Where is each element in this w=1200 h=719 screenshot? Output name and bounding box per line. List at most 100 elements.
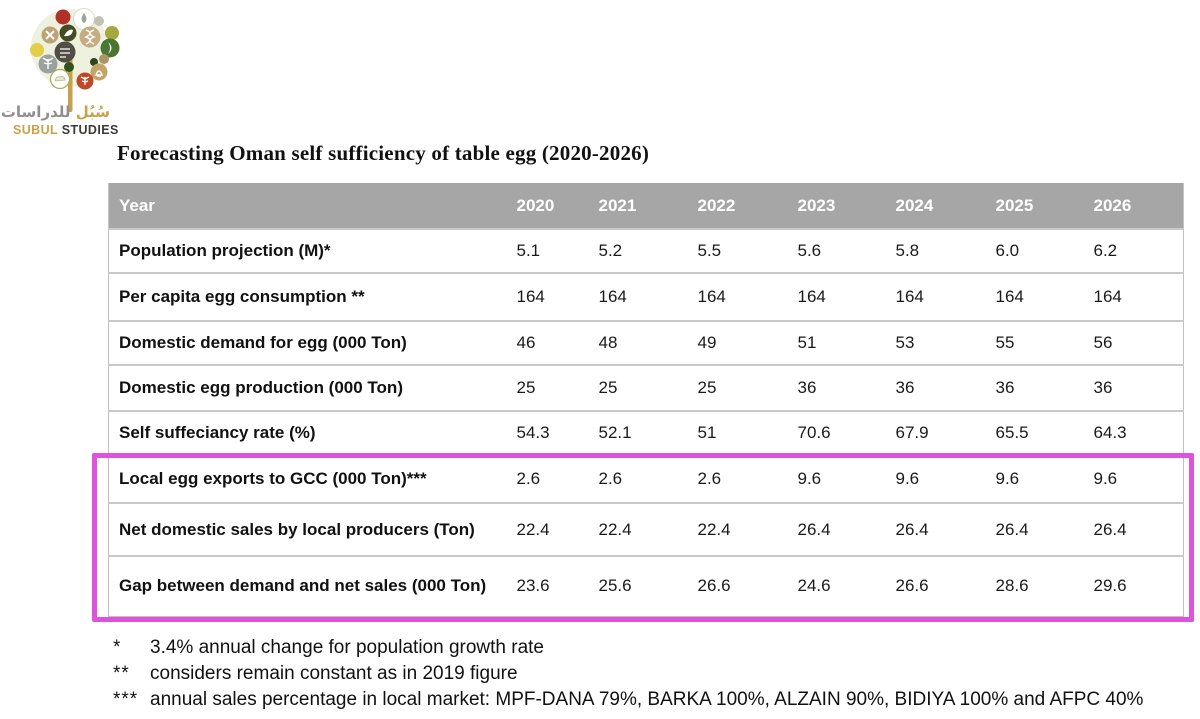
value-cell: 26.4	[1093, 502, 1184, 556]
logo-text-subul: SUBUL	[13, 123, 58, 137]
logo-text-studies: STUDIES	[61, 123, 119, 137]
page-title: Forecasting Oman self sufficiency of tab…	[117, 141, 650, 165]
value-cell: 48	[598, 320, 698, 365]
subul-studies-logo: سُبُل للدراسات SUBUL STUDIES	[1, 2, 128, 140]
footnote: ** considers remain constant as in 2019 f…	[113, 661, 1143, 687]
logo-arabic-studies: للدراسات	[0, 103, 71, 121]
value-cell: 9.6	[1093, 454, 1184, 503]
footnote-text: annual sales percentage in local market:…	[150, 689, 1144, 710]
footnote-text: 3.4% annual change for population growth…	[150, 637, 544, 658]
value-cell: 70.6	[797, 410, 896, 455]
table-row: Population projection (M)* 5.1 5.2 5.5 5.6 5.…	[108, 228, 1184, 273]
value-cell: 67.9	[895, 410, 996, 455]
value-cell: 53	[895, 320, 996, 365]
value-cell: 25	[516, 364, 599, 411]
value-cell: 36	[797, 364, 896, 411]
logo-tree-icon	[30, 8, 120, 112]
value-cell: 36	[895, 364, 996, 411]
value-cell: 164	[1093, 272, 1184, 321]
value-cell: 5.2	[598, 228, 698, 273]
value-cell: 28.6	[995, 555, 1094, 616]
value-cell: 6.2	[1093, 228, 1184, 273]
row-label: Local egg exports to GCC (000 Ton)***	[108, 454, 517, 503]
value-cell: 164	[797, 272, 896, 321]
value-cell: 46	[516, 320, 599, 365]
value-cell: 5.1	[516, 228, 599, 273]
row-label: Domestic egg production (000 Ton)	[108, 364, 517, 411]
forecast-table: Year 2020 2021 2022 2023 2024 2025 2026 Populat…	[108, 183, 1184, 617]
value-cell: 9.6	[895, 454, 996, 503]
row-label: Population projection (M)*	[108, 228, 517, 273]
row-label: Self suffeciancy rate (%)	[108, 410, 517, 455]
value-cell: 26.4	[797, 502, 896, 556]
value-cell: 164	[598, 272, 698, 321]
year-column-2025: 2025	[995, 183, 1094, 229]
value-cell: 6.0	[995, 228, 1094, 273]
value-cell: 24.6	[797, 555, 896, 616]
row-label: Domestic demand for egg (000 Ton)	[108, 320, 517, 365]
table-row: Local egg exports to GCC (000 Ton)*** 2.6…	[108, 454, 1184, 503]
value-cell: 52.1	[598, 410, 698, 455]
row-label: Gap between demand and net sales (000 To…	[108, 555, 517, 616]
value-cell: 164	[895, 272, 996, 321]
year-header-cell: Year	[108, 183, 517, 229]
year-column-2023: 2023	[797, 183, 896, 229]
value-cell: 5.5	[697, 228, 798, 273]
year-column-2020: 2020	[516, 183, 599, 229]
row-label: Per capita egg consumption **	[108, 272, 517, 321]
table-row: Per capita egg consumption ** 164 164 164 16…	[108, 272, 1184, 321]
table-row: Domestic demand for egg (000 Ton) 46 48 49 5…	[108, 320, 1184, 365]
value-cell: 2.6	[598, 454, 698, 503]
value-cell: 22.4	[697, 502, 798, 556]
year-column-2026: 2026	[1093, 183, 1184, 229]
value-cell: 2.6	[516, 454, 599, 503]
value-cell: 5.6	[797, 228, 896, 273]
value-cell: 54.3	[516, 410, 599, 455]
value-cell: 36	[1093, 364, 1184, 411]
value-cell: 65.5	[995, 410, 1094, 455]
value-cell: 5.8	[895, 228, 996, 273]
year-column-2024: 2024	[895, 183, 996, 229]
table-row: Net domestic sales by local producers (T…	[108, 502, 1184, 556]
value-cell: 26.4	[995, 502, 1094, 556]
table-header-row: Year 2020 2021 2022 2023 2024 2025 2026	[108, 183, 1184, 229]
footnote-marker: *	[113, 637, 122, 658]
footnote-marker: ***	[113, 689, 139, 710]
value-cell: 64.3	[1093, 410, 1184, 455]
value-cell: 9.6	[797, 454, 896, 503]
value-cell: 36	[995, 364, 1094, 411]
value-cell: 164	[995, 272, 1094, 321]
table-row: Gap between demand and net sales (000 To…	[108, 555, 1184, 616]
value-cell: 55	[995, 320, 1094, 365]
value-cell: 49	[697, 320, 798, 365]
value-cell: 164	[516, 272, 599, 321]
year-column-2021: 2021	[598, 183, 698, 229]
row-label: Net domestic sales by local producers (T…	[108, 502, 517, 556]
value-cell: 22.4	[516, 502, 599, 556]
value-cell: 2.6	[697, 454, 798, 503]
value-cell: 51	[797, 320, 896, 365]
table-row: Self suffeciancy rate (%) 54.3 52.1 51 70.6 6…	[108, 410, 1184, 455]
footnote-text: considers remain constant as in 2019 fig…	[150, 663, 518, 684]
value-cell: 56	[1093, 320, 1184, 365]
value-cell: 22.4	[598, 502, 698, 556]
logo-arabic-name: سُبُل للدراسات	[1, 103, 110, 121]
value-cell: 25.6	[598, 555, 698, 616]
footnote: * 3.4% annual change for population growt…	[113, 635, 1143, 661]
value-cell: 25	[697, 364, 798, 411]
table-row: Domestic egg production (000 Ton) 25 25 25 3…	[108, 364, 1184, 411]
footnotes: * 3.4% annual change for population growt…	[113, 635, 1143, 713]
value-cell: 164	[697, 272, 798, 321]
value-cell: 26.6	[697, 555, 798, 616]
forecast-table-container: Year 2020 2021 2022 2023 2024 2025 2026 Populat…	[108, 183, 1184, 617]
year-column-2022: 2022	[697, 183, 798, 229]
value-cell: 29.6	[1093, 555, 1184, 616]
footnote: *** annual sales percentage in local mark…	[113, 687, 1143, 713]
value-cell: 9.6	[995, 454, 1094, 503]
value-cell: 23.6	[516, 555, 599, 616]
value-cell: 25	[598, 364, 698, 411]
footnote-marker: **	[113, 663, 130, 684]
value-cell: 26.4	[895, 502, 996, 556]
value-cell: 51	[697, 410, 798, 455]
